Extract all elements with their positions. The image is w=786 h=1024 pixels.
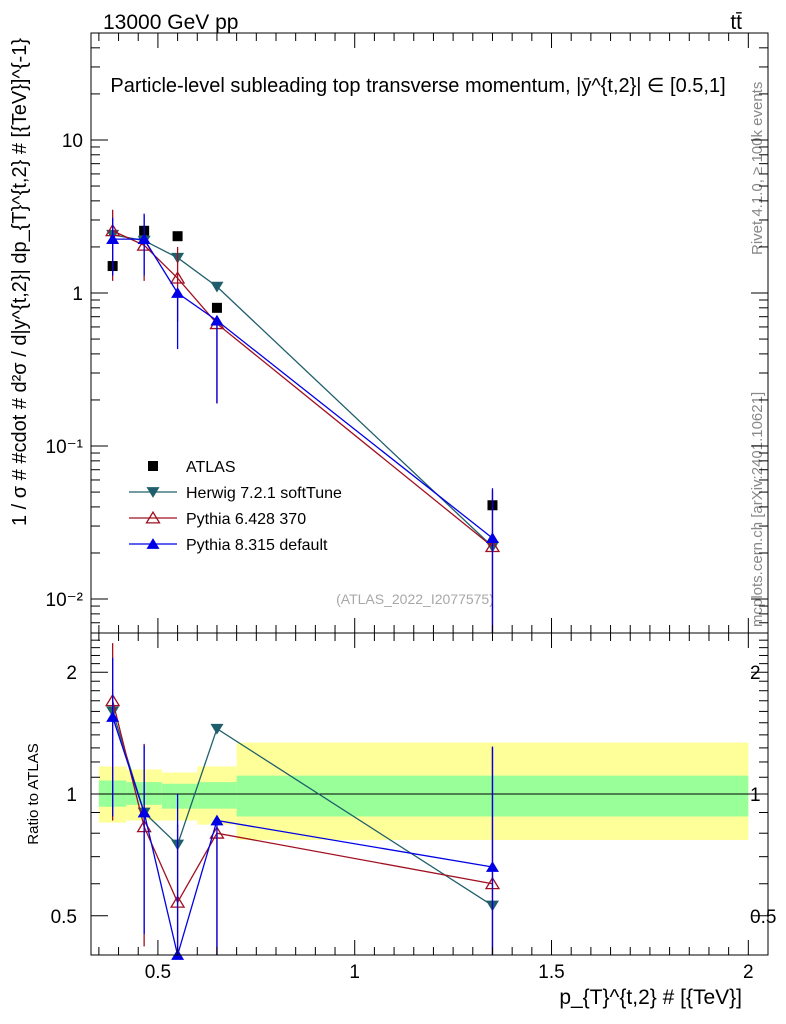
band-inner-bin bbox=[161, 783, 198, 809]
data-marks bbox=[104, 209, 501, 960]
legend-marker-pythia8 bbox=[146, 538, 160, 549]
main-y-tick-label: 10⁻² bbox=[46, 590, 84, 611]
main-series-pythia8 bbox=[106, 213, 499, 633]
legend-label-pythia6: Pythia 6.428 370 bbox=[186, 511, 306, 528]
x-tick-label: 2 bbox=[743, 962, 754, 983]
legend-markers bbox=[129, 461, 177, 549]
ratio-y-axis-title: Ratio to ATLAS bbox=[25, 743, 42, 844]
x-axis-title: p_{T}^{t,2} # [{TeV}] bbox=[559, 986, 742, 1009]
main-y-tick-label: 1 bbox=[72, 284, 83, 305]
analysis-watermark: (ATLAS_2022_I2077575) bbox=[336, 591, 494, 607]
main-point-pythia8 bbox=[485, 532, 499, 544]
main-y-axis-title: 1 / σ # #cdot # d²σ / d|y^{t,2}| dp_{T}^… bbox=[9, 38, 31, 526]
main-point-data bbox=[172, 231, 183, 242]
ratio-y-tick-label-right: 1 bbox=[750, 785, 761, 806]
main-y-tick-label: 10⁻¹ bbox=[46, 437, 84, 458]
x-tick-label: 1 bbox=[349, 962, 360, 983]
main-point-pythia6 bbox=[169, 271, 186, 284]
main-point-pythia8 bbox=[137, 233, 151, 244]
legend-label-atlas: ATLAS bbox=[186, 459, 236, 476]
energy-label: 13000 GeV pp bbox=[103, 11, 238, 34]
legend-marker-data bbox=[148, 461, 158, 471]
legend: ATLAS Herwig 7.2.1 softTune Pythia 6.428… bbox=[129, 459, 342, 554]
legend-label-herwig: Herwig 7.2.1 softTune bbox=[186, 485, 342, 502]
ratio-point-pythia8 bbox=[210, 814, 224, 826]
ratio-y-tick-label-left: 1 bbox=[66, 785, 77, 806]
rivet-version-label: Rivet 4.1.0, ≥ 100k events bbox=[749, 82, 766, 255]
ratio-y-tick-label-left: 2 bbox=[66, 663, 77, 684]
band-inner-bin bbox=[197, 782, 237, 809]
legend-label-pythia8: Pythia 8.315 default bbox=[186, 537, 328, 554]
main-point-pythia8 bbox=[210, 314, 224, 326]
ratio-point-pythia8 bbox=[106, 711, 120, 722]
process-label: tt̄ bbox=[730, 11, 742, 34]
ratio-point-herwig bbox=[210, 723, 224, 735]
main-point-herwig bbox=[210, 281, 224, 293]
mcplots-label: mcplots.cern.ch [arXiv:2401.10621] bbox=[749, 392, 766, 627]
x-tick-label: 1.5 bbox=[538, 962, 564, 983]
ratio-uncertainty-bands bbox=[91, 742, 768, 840]
ratio-y-tick-label-right: 0.5 bbox=[750, 907, 776, 928]
ratio-y-tick-label-left: 0.5 bbox=[51, 907, 77, 928]
ratio-point-pythia8 bbox=[137, 806, 151, 818]
main-title: Particle-level subleading top transverse… bbox=[110, 75, 725, 97]
main-y-tick-label: 10 bbox=[62, 131, 83, 152]
main-point-data bbox=[211, 302, 222, 313]
legend-marker-pythia6 bbox=[145, 510, 161, 524]
legend-marker-herwig bbox=[146, 487, 160, 498]
axes-frames: 0.5 1 1.5 2 10⁻² 10⁻¹ 1 10 0.5 0.5 1 1 2 2 bbox=[46, 32, 776, 983]
x-tick-label: 0.5 bbox=[145, 962, 171, 983]
main-point-pythia8 bbox=[106, 233, 120, 244]
ratio-point-pythia8 bbox=[485, 861, 499, 872]
main-point-pythia8 bbox=[171, 287, 185, 298]
ratio-y-tick-label-right: 2 bbox=[750, 663, 761, 684]
